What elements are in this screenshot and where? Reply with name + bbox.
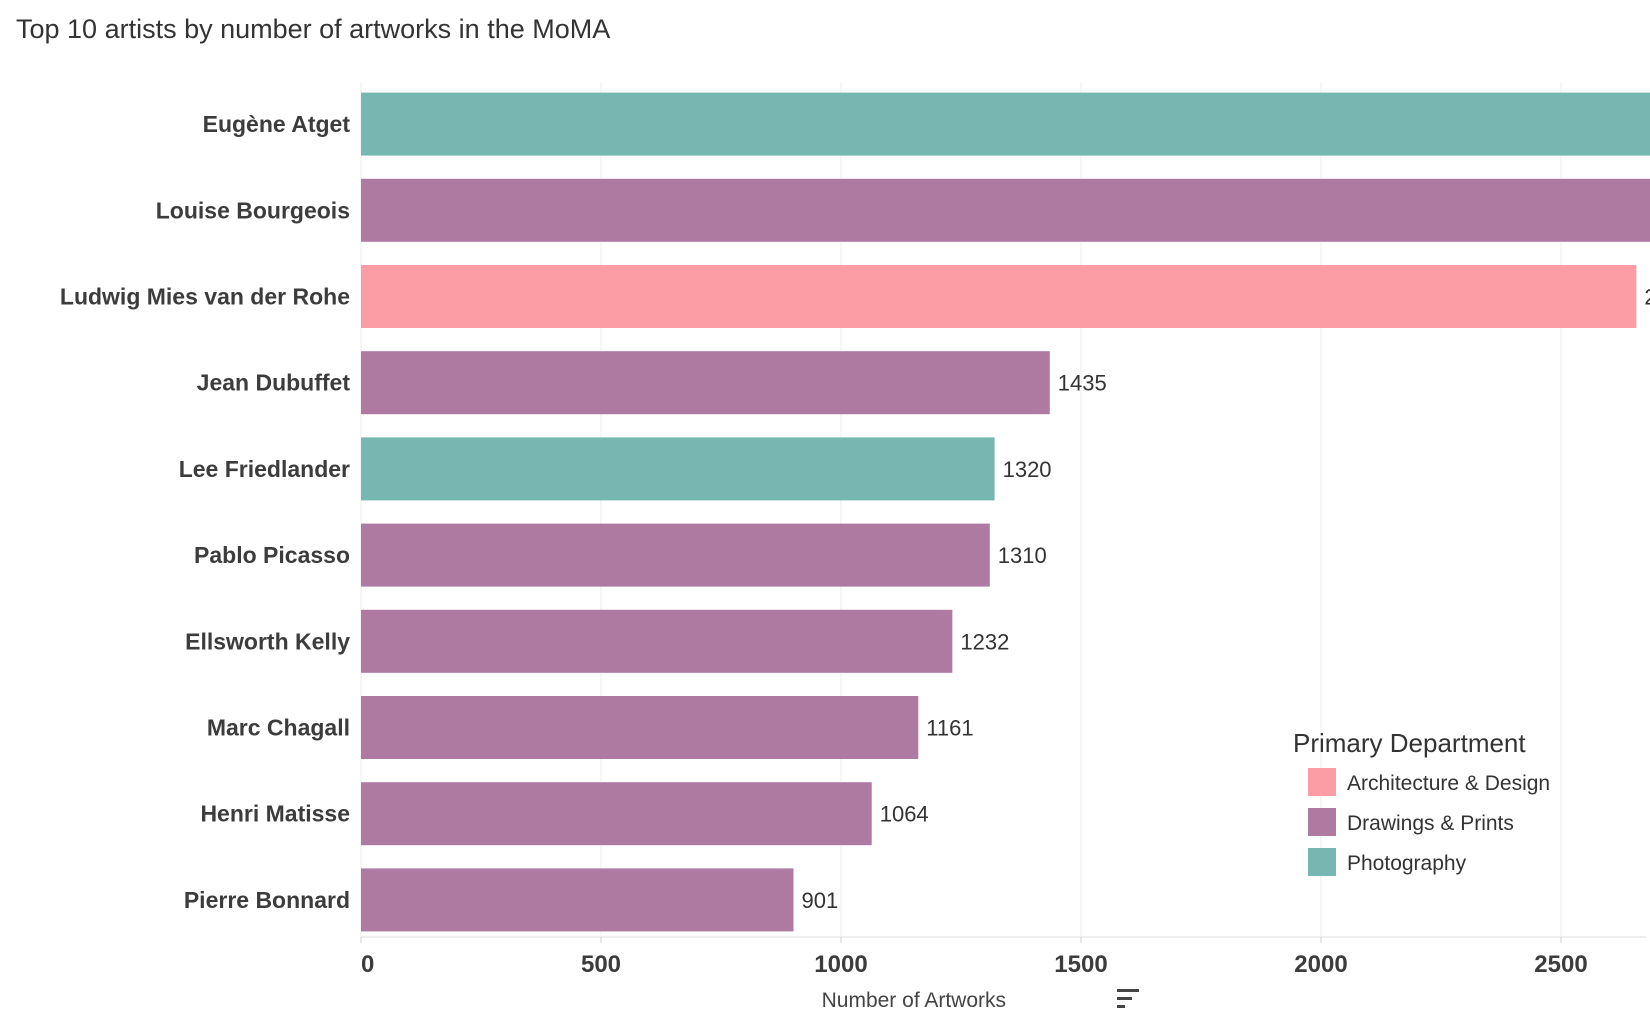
x-axis: 0500100015002000250030003500400045005000 [360,936,1646,978]
bar[interactable] [361,265,1637,328]
bar[interactable] [361,696,919,759]
chart-title: Top 10 artists by number of artworks in … [16,14,611,44]
category-label: Louise Bourgeois [156,197,350,223]
category-label: Ellsworth Kelly [185,628,350,654]
legend: Primary Department Architecture & Design… [1293,728,1550,876]
bar[interactable] [361,868,794,932]
category-label: Pablo Picasso [194,542,350,568]
data-label: 1435 [1058,371,1107,396]
bar[interactable] [361,178,1650,242]
value-labels: 505033362657143513201310123211611064901 [801,285,1650,913]
bar[interactable] [361,523,990,587]
bar[interactable] [361,92,1650,156]
data-label: 901 [801,888,838,913]
data-label: 1064 [880,802,929,827]
category-label: Lee Friedlander [179,456,350,482]
x-tick-label: 1000 [814,951,867,978]
category-label: Henri Matisse [200,801,350,827]
category-label: Jean Dubuffet [197,370,351,396]
x-tick-label: 1500 [1054,951,1107,978]
category-label: Ludwig Mies van der Rohe [60,284,350,310]
legend-swatch[interactable] [1308,768,1336,796]
category-label: Marc Chagall [207,715,350,741]
legend-label[interactable]: Architecture & Design [1347,772,1550,795]
legend-label[interactable]: Photography [1347,852,1467,875]
x-tick-label: 0 [361,951,374,978]
x-tick-label: 500 [581,951,621,978]
bar[interactable] [361,351,1050,415]
legend-title: Primary Department [1293,728,1526,758]
data-label: 1232 [960,629,1009,654]
category-label: Pierre Bonnard [184,887,350,913]
data-label: 1320 [1003,457,1052,482]
x-tick-label: 2000 [1294,951,1347,978]
category-labels: Eugène Atget Louise Bourgeois Ludwig Mies … [60,111,350,913]
legend-swatch[interactable] [1308,848,1336,876]
legend-swatch[interactable] [1308,808,1336,836]
bar[interactable] [361,782,872,846]
x-tick-label: 2500 [1534,951,1587,978]
legend-label[interactable]: Drawings & Prints [1347,812,1514,835]
bar[interactable] [361,609,953,673]
data-label: 1310 [998,543,1047,568]
bars [361,92,1650,932]
data-label: 1161 [926,716,973,741]
bar[interactable] [361,437,995,501]
data-label: 2657 [1644,285,1650,310]
x-axis-title: Number of Artworks [822,989,1006,1012]
sort-descending-icon[interactable] [1117,989,1139,1008]
category-label: Eugène Atget [203,111,351,137]
